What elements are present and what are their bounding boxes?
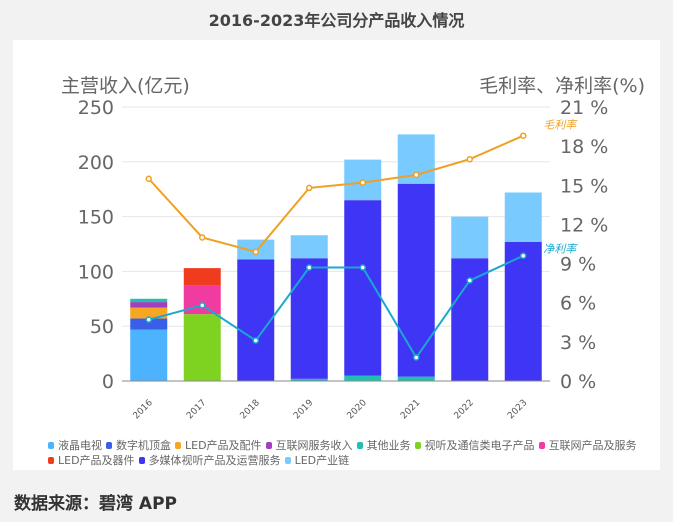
- line-point: [413, 354, 420, 361]
- chart-svg: 0 50 100 150 200 250 0 % 3 % 6 % 9 % 12 % 15 % 18 % 2…: [61, 75, 645, 421]
- legend-label: 数字机顶盒: [116, 439, 171, 452]
- bar-多媒体视听产品及运营服务: [237, 259, 275, 381]
- line-point: [199, 302, 206, 309]
- line-净利率: [148, 254, 524, 360]
- y-tick-label: 100: [78, 261, 114, 283]
- y2-tick-label: 21 %: [560, 97, 608, 119]
- legend-item[interactable]: LED产业链: [284, 453, 350, 468]
- y-tick-label: 200: [78, 152, 114, 174]
- legend-label: 其他业务: [366, 439, 411, 452]
- y-tick-label: 0: [102, 371, 114, 393]
- bar-其他业务: [290, 378, 328, 381]
- y2-tick-label: 18 %: [560, 136, 608, 158]
- x-tick-label: 2016: [132, 398, 155, 421]
- x-tick-label: 2021: [399, 398, 422, 421]
- legend-item[interactable]: 数字机顶盒: [106, 438, 171, 453]
- bar-多媒体视听产品及运营服务: [397, 183, 435, 377]
- legend-item[interactable]: LED产品及配件: [175, 438, 262, 453]
- legend-swatch: [48, 457, 54, 464]
- bar-其他业务: [130, 298, 168, 303]
- x-tick-label: 2023: [506, 398, 529, 421]
- line-point: [359, 264, 366, 271]
- bar-互联网服务收入: [130, 302, 168, 308]
- legend-item[interactable]: 互联网服务收入: [265, 438, 353, 453]
- line-point: [466, 277, 473, 284]
- legend-item[interactable]: LED产品及器件: [48, 453, 135, 468]
- bar-视听及通信类电子产品: [183, 314, 221, 381]
- legend-item[interactable]: 多媒体视听产品及运营服务: [138, 453, 281, 468]
- y2-tick-label: 3 %: [560, 332, 596, 354]
- line-point: [145, 316, 152, 323]
- line-point: [306, 264, 313, 271]
- line-point: [252, 248, 259, 256]
- bar-多媒体视听产品及运营服务: [504, 241, 542, 381]
- line-point: [199, 234, 206, 241]
- legend-label: LED产品及器件: [58, 454, 135, 467]
- line-point: [306, 184, 313, 192]
- chart-panel: 0 50 100 150 200 250 0 % 3 % 6 % 9 % 12 % 15 % 18 % 2…: [13, 40, 660, 470]
- y-axis-label: 主营收入(亿元): [61, 75, 190, 97]
- legend-swatch: [106, 442, 112, 449]
- x-tick-label: 2022: [453, 398, 476, 421]
- bar-多媒体视听产品及运营服务: [290, 258, 328, 379]
- bar-LED产品及器件: [183, 268, 221, 286]
- legend-label: LED产业链: [294, 454, 350, 467]
- legend-swatch: [265, 442, 272, 449]
- legend-item[interactable]: 液晶电视: [48, 438, 102, 453]
- bar-互联网产品及服务: [183, 285, 221, 315]
- y2-tick-label: 0 %: [560, 371, 596, 393]
- bar-其他业务: [397, 376, 435, 381]
- line-point: [252, 337, 259, 344]
- line-point: [359, 179, 366, 186]
- legend-label: LED产品及配件: [185, 439, 262, 452]
- legend-swatch: [356, 442, 363, 449]
- bar-LED产业链: [504, 192, 542, 242]
- legend-label: 互联网产品及服务: [548, 439, 637, 452]
- legend-swatch: [284, 457, 291, 464]
- data-source: 数据来源：碧湾 APP: [14, 494, 177, 514]
- y-tick-label: 150: [78, 207, 114, 229]
- line-label: 净利率: [543, 243, 578, 256]
- bar-LED产业链: [290, 235, 328, 259]
- y2-tick-label: 6 %: [560, 293, 596, 315]
- legend-swatch: [538, 442, 545, 449]
- legend-label: 液晶电视: [58, 439, 102, 452]
- legend-swatch: [138, 457, 145, 464]
- legend-item[interactable]: 其他业务: [356, 438, 411, 453]
- bar-液晶电视: [130, 329, 168, 381]
- line-label: 毛利率: [543, 119, 578, 132]
- legend-label: 视听及通信类电子产品: [424, 439, 535, 452]
- bar-多媒体视听产品及运营服务: [451, 258, 489, 381]
- legend-swatch: [414, 442, 421, 449]
- legend-item[interactable]: 视听及通信类电子产品: [414, 438, 535, 453]
- y2-tick-label: 9 %: [560, 254, 596, 276]
- legend-label: 互联网服务收入: [275, 439, 353, 452]
- legend: 液晶电视 数字机顶盒 LED产品及配件 互联网服务收入 其他业务 视听及通信类电子产品 互联…: [48, 438, 658, 468]
- legend-label: 多媒体视听产品及运营服务: [148, 454, 281, 467]
- chart-title: 2016-2023年公司分产品收入情况: [208, 11, 465, 30]
- line-point: [413, 171, 420, 179]
- bar-LED产业链: [451, 216, 489, 259]
- x-tick-label: 2018: [239, 398, 262, 421]
- line-point: [145, 175, 152, 183]
- bar-数字机顶盒: [130, 318, 168, 330]
- line-毛利率: [148, 134, 524, 253]
- y2-axis-label: 毛利率、净利率(%): [479, 75, 645, 97]
- line-point: [466, 155, 473, 163]
- y2-tick-label: 15 %: [560, 175, 608, 197]
- legend-swatch: [175, 442, 181, 449]
- legend-item[interactable]: 互联网产品及服务: [538, 438, 637, 453]
- y-tick-label: 50: [90, 316, 114, 338]
- bar-其他业务: [344, 375, 382, 381]
- x-tick-label: 2017: [185, 398, 208, 421]
- line-point: [520, 252, 527, 259]
- bar-LED产品及配件: [130, 307, 168, 319]
- y-tick-label: 250: [78, 97, 114, 119]
- x-tick-label: 2019: [292, 398, 315, 421]
- line-point: [520, 132, 527, 139]
- legend-swatch: [48, 442, 54, 449]
- y2-tick-label: 12 %: [560, 214, 608, 236]
- x-tick-label: 2020: [346, 398, 369, 421]
